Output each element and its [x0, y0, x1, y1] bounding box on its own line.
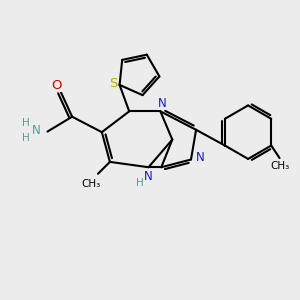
Text: CH₃: CH₃ — [270, 161, 289, 171]
Text: H: H — [136, 178, 143, 188]
Text: H: H — [22, 118, 30, 128]
Text: O: O — [51, 79, 62, 92]
Text: S: S — [110, 77, 118, 90]
Text: N: N — [196, 151, 205, 164]
Text: CH₃: CH₃ — [82, 179, 101, 189]
Text: N: N — [158, 97, 166, 110]
Text: N: N — [143, 170, 152, 183]
Text: N: N — [32, 124, 40, 136]
Text: H: H — [22, 133, 30, 143]
